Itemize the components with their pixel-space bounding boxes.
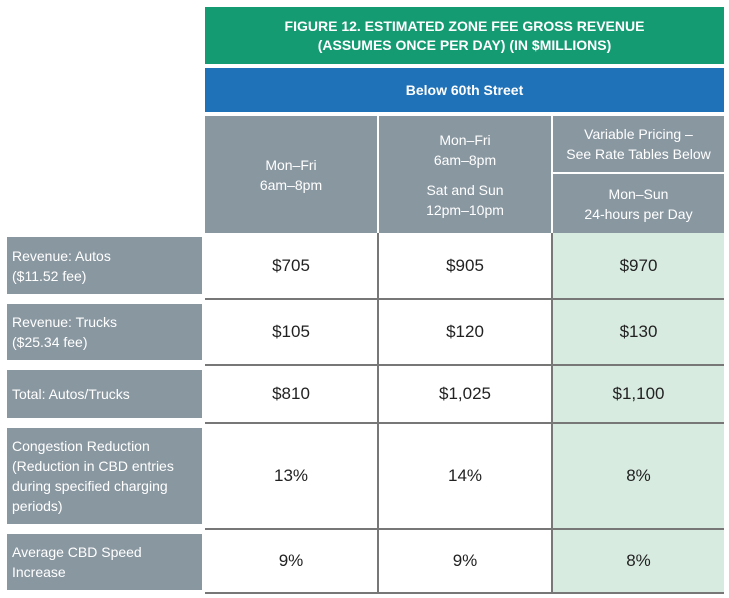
row-label-line: Revenue: Autos (12, 247, 111, 264)
column-header-3-line2: 24-hours per Day (584, 205, 693, 222)
column-header-2-line2: 6am–8pm (433, 151, 497, 168)
column-header-2-line4: 12pm–10pm (426, 201, 504, 218)
table-cell: $105 (272, 322, 310, 341)
column-header-1-line2: 6am–8pm (259, 176, 323, 193)
table-cell: $810 (272, 384, 310, 403)
row-label-line: Average CBD Speed (12, 544, 142, 560)
column-header-3-top-line1: Variable Pricing – (584, 126, 693, 142)
figure-title: FIGURE 12. ESTIMATED ZONE FEE GROSS REVE… (205, 7, 724, 64)
row-label-line: Increase (12, 564, 66, 580)
figure-title-line1: FIGURE 12. ESTIMATED ZONE FEE GROSS REVE… (284, 17, 645, 34)
column-header-3-line1: Mon–Sun (608, 185, 669, 202)
figure-title-line2: (ASSUMES ONCE PER DAY) (IN $MILLIONS) (317, 36, 612, 53)
table-cell: 14% (447, 466, 483, 485)
row-label-congestion-reduction: Congestion Reduction (Reduction in CBD e… (7, 428, 202, 524)
table-cell: $705 (272, 255, 310, 275)
grid-line (377, 233, 379, 592)
table-cell: $130 (619, 322, 658, 341)
row-label-revenue-trucks: Revenue: Trucks ($25.34 fee) (7, 304, 202, 360)
row-label-line: ($11.52 fee) (12, 267, 87, 284)
row-label-revenue-autos: Revenue: Autos ($11.52 fee) (7, 237, 202, 294)
table-cell: 9% (278, 551, 304, 570)
grid-line (205, 528, 724, 530)
row-label-line: ($25.34 fee) (12, 334, 88, 350)
row-label-line: Congestion Reduction (12, 438, 150, 454)
column-header-3-top: Variable Pricing – See Rate Tables Below (553, 116, 724, 172)
grid-line (205, 592, 724, 594)
table-cell: 9% (452, 551, 478, 570)
row-label-line: periods) (12, 498, 63, 514)
column-header-2-line1: Mon–Fri (439, 131, 491, 148)
header-divider (553, 172, 724, 174)
table-subtitle: Below 60th Street (205, 68, 724, 112)
table-cell: $120 (446, 322, 484, 341)
grid-line (205, 364, 724, 366)
column-header-2-line3: Sat and Sun (426, 181, 504, 198)
header-divider (377, 116, 379, 233)
highlight-column (553, 233, 724, 592)
column-header-3-top-line2: See Rate Tables Below (566, 146, 711, 162)
table-cell: 13% (273, 466, 309, 485)
row-label-average-speed: Average CBD Speed Increase (7, 534, 202, 590)
column-header-1-line1: Mon–Fri (265, 156, 317, 173)
table-cell: 8% (626, 551, 651, 570)
grid-line (551, 233, 553, 592)
table-cell: 8% (626, 466, 651, 485)
row-label-line: (Reduction in CBD entries (12, 458, 174, 474)
table-cell: $905 (446, 255, 484, 275)
row-label-line: Total: Autos/Trucks (12, 386, 130, 402)
header-divider (551, 116, 553, 233)
column-header-2: Mon–Fri 6am–8pm Sat and Sun 12pm–10pm (379, 116, 551, 233)
column-header-1: Mon–Fri 6am–8pm (205, 116, 377, 233)
table-cell: $970 (619, 255, 658, 275)
grid-line (205, 298, 724, 300)
row-label-total: Total: Autos/Trucks (7, 370, 202, 418)
row-label-line: during specified charging (12, 478, 168, 494)
table-cell: $1,100 (612, 384, 665, 403)
row-label-line: Revenue: Trucks (12, 314, 118, 330)
grid-line (205, 422, 724, 424)
column-header-3-bottom: Mon–Sun 24-hours per Day (553, 174, 724, 233)
table-cell: $1,025 (439, 384, 491, 403)
